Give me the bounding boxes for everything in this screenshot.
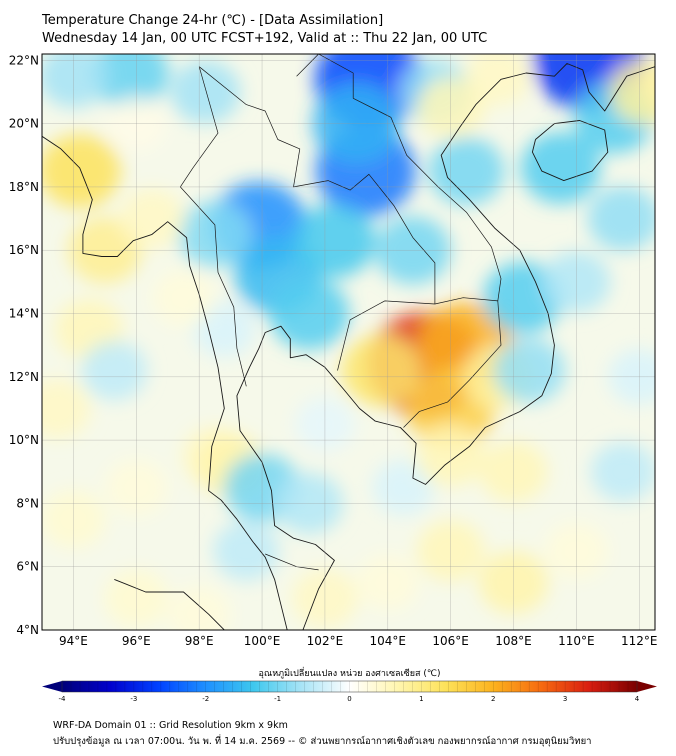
lon-tick-label: 104°E <box>370 634 407 648</box>
lon-tick-label: 102°E <box>307 634 344 648</box>
lat-tick-label: 4°N <box>16 623 39 637</box>
field-cell <box>42 54 109 108</box>
map-plot-area <box>42 54 655 630</box>
map-subtitle: Wednesday 14 Jan, 00 UTC FCST+192, Valid… <box>42 31 488 46</box>
graticule <box>42 54 655 630</box>
colorbar-tick-label: -1 <box>274 695 281 703</box>
field-cell <box>493 338 566 403</box>
field-cell <box>42 134 121 208</box>
colorbar: อุณหภูมิเปลี่ยนแปลง หน่วย องศาเซลเซียส (… <box>42 666 657 703</box>
field-cell <box>177 201 252 268</box>
field-cell <box>42 378 91 439</box>
field-cell <box>590 442 655 502</box>
map-title: Temperature Change 24-hr (℃) - [Data Ass… <box>42 13 384 28</box>
field-cell <box>587 186 655 251</box>
lon-tick-label: 112°E <box>621 634 658 648</box>
colorbar-tick-label: 1 <box>419 695 423 703</box>
lat-tick-label: 10°N <box>9 433 39 447</box>
field-cell <box>193 301 256 358</box>
lat-tick-label: 14°N <box>9 307 39 321</box>
field-cell <box>91 54 169 109</box>
lon-tick-label: 106°E <box>432 634 469 648</box>
lon-tick-label: 96°E <box>122 634 151 648</box>
colorbar-tick-label: 0 <box>347 695 351 703</box>
lon-tick-label: 100°E <box>244 634 281 648</box>
field-cell <box>170 60 241 124</box>
colorbar-label: อุณหภูมิเปลี่ยนแปลง หน่วย องศาเซลเซียส (… <box>258 666 440 679</box>
lat-tick-label: 8°N <box>16 496 39 510</box>
footer-model-info: WRF-DA Domain 01 :: Grid Resolution 9km … <box>53 720 288 731</box>
hainan <box>531 120 609 182</box>
colorbar-frame <box>61 680 638 693</box>
colorbar-min-arrow <box>42 681 62 692</box>
lon-tick-label: 110°E <box>558 634 595 648</box>
colorbar-tick-label: -2 <box>202 695 209 703</box>
field-cell <box>119 188 185 249</box>
lon-tick-label: 98°E <box>185 634 214 648</box>
map-axes: 94°E 96°E 98°E 100°E 102°E 104°E 106°E 108°E 110… <box>9 53 658 648</box>
country-border <box>179 66 247 387</box>
field-cell <box>428 136 505 206</box>
lat-tick-label: 22°N <box>9 53 39 67</box>
colorbar-bar <box>62 681 637 692</box>
colorbar-tick-label: -3 <box>130 695 137 703</box>
country-border <box>198 66 436 304</box>
footer-credit: ปรับปรุงข้อมูล ณ เวลา 07:00น. วัน พ. ที่… <box>53 736 592 747</box>
lat-tick-label: 18°N <box>9 180 39 194</box>
field-cell <box>213 521 280 581</box>
lat-tick-label: 20°N <box>9 117 39 131</box>
field-cell <box>341 334 422 407</box>
lon-tick-label: 108°E <box>495 634 532 648</box>
field-cell <box>293 203 376 278</box>
colorbar-max-arrow <box>637 681 657 692</box>
map-frame <box>41 53 656 631</box>
coastlines <box>42 54 655 630</box>
lat-tick-label: 6°N <box>16 560 39 574</box>
colorbar-tick-label: 2 <box>491 695 495 703</box>
mainland-coast <box>42 135 288 630</box>
lat-tick-label: 12°N <box>9 370 39 384</box>
colorbar-tick-label: -4 <box>59 695 67 703</box>
field-cell <box>42 490 106 548</box>
lat-tick-label: 16°N <box>9 243 39 257</box>
field-cell <box>520 131 601 204</box>
sumatra <box>114 578 225 630</box>
gulf-thailand-west <box>236 63 655 630</box>
field-cell <box>464 54 531 106</box>
lon-tick-label: 94°E <box>59 634 88 648</box>
country-border <box>296 54 502 301</box>
field-cell <box>609 59 655 125</box>
colorbar-tick-label: 4 <box>635 695 640 703</box>
field-cell <box>81 340 148 401</box>
colorbar-tick-label: 3 <box>563 695 567 703</box>
